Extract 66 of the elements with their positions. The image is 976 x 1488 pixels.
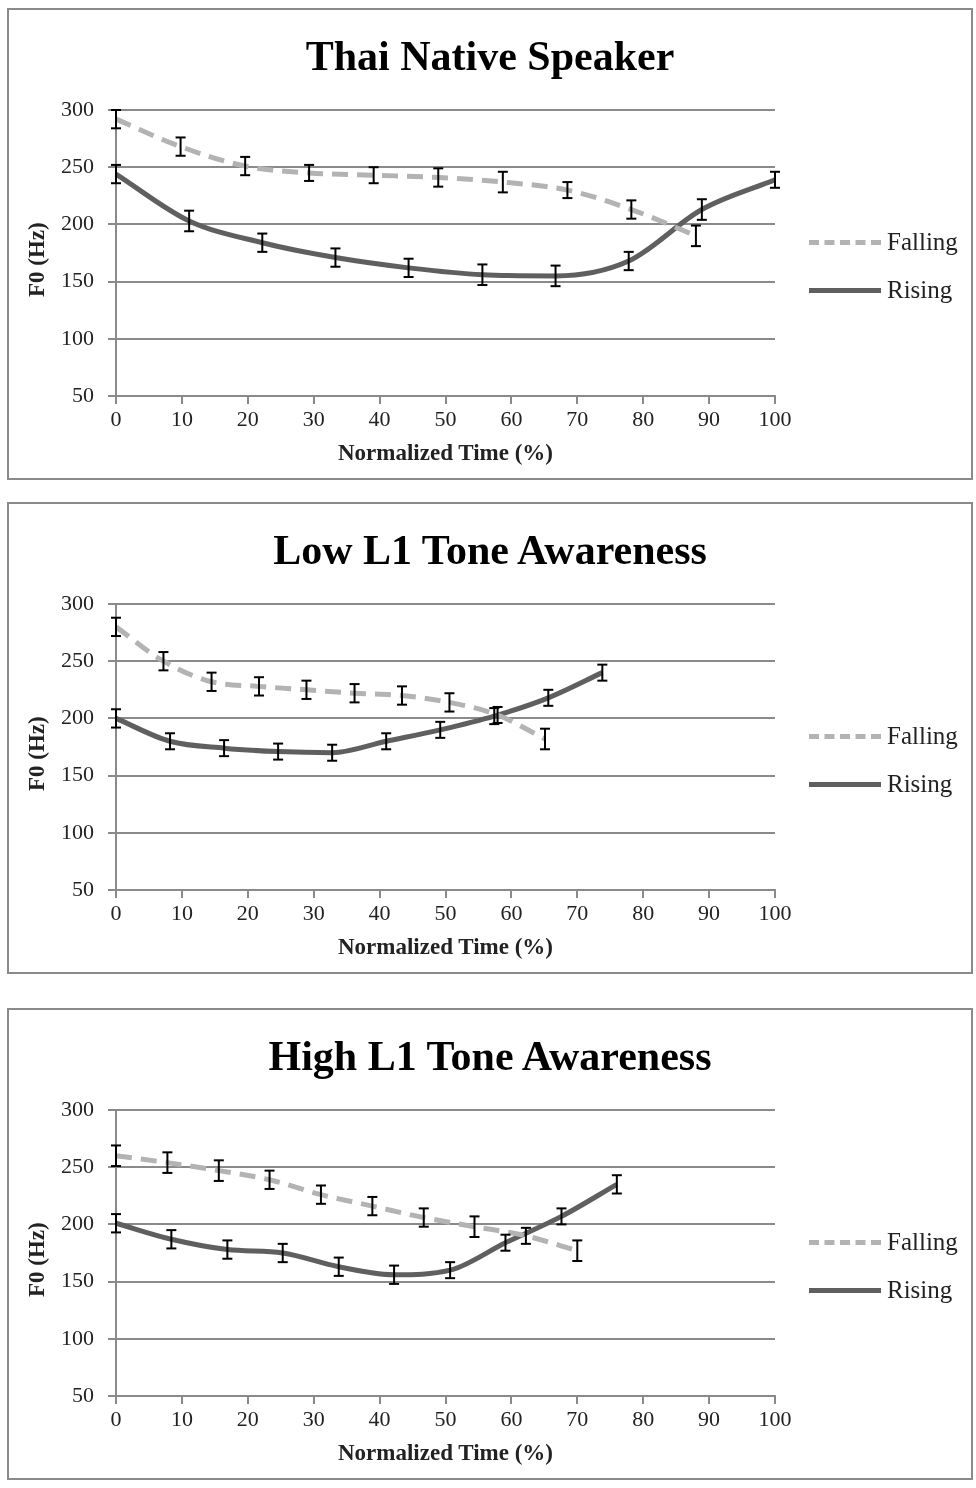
legend-label: Rising: [887, 770, 953, 798]
y-tick-label: 200: [61, 704, 94, 730]
y-tick-label: 300: [61, 589, 94, 615]
y-axis-title: F0 (Hz): [23, 715, 50, 794]
y-tick-label: 100: [61, 818, 94, 844]
y-tick-label: 250: [61, 152, 94, 178]
legend-label: Falling: [887, 1228, 958, 1256]
y-tick-label: 300: [61, 1095, 94, 1121]
y-tick-label: 150: [61, 267, 94, 293]
y-axis-title: F0 (Hz): [23, 221, 50, 300]
x-tick-label: 100: [758, 405, 792, 431]
x-tick-label: 20: [236, 405, 259, 431]
x-axis-title: Normalized Time (%): [337, 934, 554, 960]
x-tick-label: 30: [302, 899, 325, 925]
x-tick-label: 90: [698, 1405, 721, 1431]
y-tick-label: 200: [61, 210, 94, 236]
x-tick-label: 80: [632, 899, 655, 925]
x-tick-label: 80: [632, 1405, 655, 1431]
chart-title: Thai Native Speaker: [304, 32, 676, 80]
y-tick-label: 100: [61, 1324, 94, 1350]
y-tick-label: 50: [72, 875, 94, 901]
x-tick-label: 60: [500, 1405, 523, 1431]
x-tick-label: 60: [500, 405, 523, 431]
x-tick-label: 10: [170, 1405, 193, 1431]
x-tick-label: 70: [566, 405, 589, 431]
y-tick-label: 200: [61, 1210, 94, 1236]
legend-label: Falling: [887, 228, 958, 256]
x-tick-label: 50: [434, 899, 457, 925]
x-tick-label: 50: [434, 405, 457, 431]
y-tick-label: 250: [61, 646, 94, 672]
chart-title: High L1 Tone Awareness: [267, 1032, 713, 1080]
y-tick-label: 250: [61, 1152, 94, 1178]
x-tick-label: 40: [368, 899, 391, 925]
x-tick-label: 50: [434, 1405, 457, 1431]
x-tick-label: 30: [302, 1405, 325, 1431]
legend-label: Rising: [887, 1276, 953, 1304]
x-tick-label: 80: [632, 405, 655, 431]
y-tick-label: 150: [61, 761, 94, 787]
y-tick-label: 50: [72, 1381, 94, 1407]
x-tick-label: 70: [566, 1405, 589, 1431]
x-tick-label: 0: [110, 405, 122, 431]
x-axis-title: Normalized Time (%): [337, 1440, 554, 1466]
x-tick-label: 20: [236, 899, 259, 925]
x-tick-label: 10: [170, 405, 193, 431]
y-tick-label: 150: [61, 1267, 94, 1293]
y-axis-title: F0 (Hz): [23, 1221, 50, 1300]
x-tick-label: 0: [110, 1405, 122, 1431]
x-tick-label: 90: [698, 899, 721, 925]
x-tick-label: 10: [170, 899, 193, 925]
x-tick-label: 60: [500, 899, 523, 925]
chart-title: Low L1 Tone Awareness: [272, 526, 708, 574]
x-axis-title: Normalized Time (%): [337, 440, 554, 466]
x-tick-label: 20: [236, 1405, 259, 1431]
y-tick-label: 300: [61, 95, 94, 121]
x-tick-label: 90: [698, 405, 721, 431]
legend-label: Rising: [887, 276, 953, 304]
x-tick-label: 40: [368, 1405, 391, 1431]
x-tick-label: 0: [110, 899, 122, 925]
x-tick-label: 30: [302, 405, 325, 431]
x-tick-label: 70: [566, 899, 589, 925]
y-tick-label: 50: [72, 381, 94, 407]
x-tick-label: 40: [368, 405, 391, 431]
x-tick-label: 100: [758, 899, 792, 925]
x-tick-label: 100: [758, 1405, 792, 1431]
legend-label: Falling: [887, 722, 958, 750]
y-tick-label: 100: [61, 324, 94, 350]
